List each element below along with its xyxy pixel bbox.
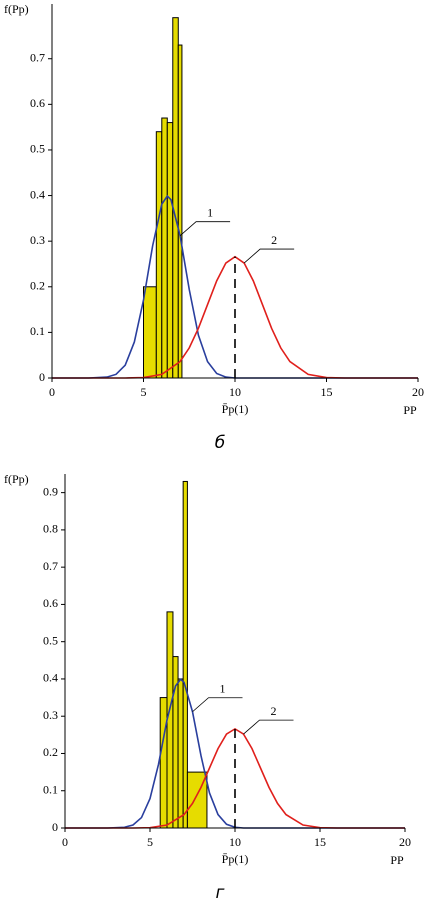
y-tick-label: 0.4 [43, 671, 58, 685]
y-tick-label: 0.5 [30, 142, 45, 156]
panel-caption: б [215, 433, 225, 453]
x-tick-label: 20 [399, 835, 411, 849]
histogram-bar [172, 656, 179, 829]
histogram-bar [172, 17, 179, 379]
histogram-bar [143, 286, 157, 379]
x-tick-label: 0 [49, 385, 55, 399]
y-tick-label: 0 [39, 370, 45, 384]
leader-line [243, 248, 295, 264]
histogram-bar [161, 117, 168, 379]
histogram-bar [177, 678, 184, 829]
x-tick-label: 10 [229, 835, 241, 849]
y-tick-label: 0.9 [43, 484, 58, 498]
x-tick-label: 20 [412, 385, 424, 399]
y-tick-label: 0.4 [30, 187, 45, 201]
x-tick-label: 15 [314, 835, 326, 849]
x-tick-label: 5 [141, 385, 147, 399]
y-axis-label: f(Pp) [4, 2, 29, 16]
leader-line [192, 697, 243, 713]
y-tick-label: 0.5 [43, 633, 58, 647]
histogram-bar [166, 611, 174, 829]
y-tick-label: 0.7 [30, 50, 45, 64]
histogram-bar [177, 44, 183, 379]
density-curve [52, 255, 418, 379]
curve-label: 2 [271, 704, 277, 718]
curve-label: 1 [220, 681, 226, 695]
y-tick-label: 0.6 [43, 596, 58, 610]
x-tick-label: 0 [62, 835, 68, 849]
y-tick-label: 0.1 [43, 782, 58, 796]
y-tick-label: 0.3 [30, 233, 45, 247]
x-axis-label: PP [403, 403, 417, 417]
x-axis-label: PP [390, 853, 404, 867]
density-curve [65, 727, 405, 829]
histogram-bar [166, 122, 174, 379]
density-curve [65, 678, 405, 829]
leader-line [179, 221, 231, 236]
x-tick-label: 10 [229, 385, 241, 399]
y-tick-label: 0.8 [43, 522, 58, 536]
y-tick-label: 0.3 [43, 708, 58, 722]
y-tick-label: 0.2 [43, 745, 58, 759]
histogram-bar [182, 480, 188, 829]
leader-line [243, 719, 294, 735]
y-axis-label: f(Pp) [4, 472, 29, 486]
y-tick-label: 0 [52, 820, 58, 834]
y-tick-label: 0.7 [43, 559, 58, 573]
y-tick-label: 0.2 [30, 279, 45, 293]
curve-label: 2 [271, 233, 277, 247]
y-tick-label: 0.6 [30, 96, 45, 110]
panel-caption: г [216, 883, 225, 903]
x-tick-label: 15 [321, 385, 333, 399]
density-curve [52, 194, 418, 379]
histogram-bar [159, 697, 168, 829]
x-tick-label: 5 [147, 835, 153, 849]
mean-annotation: P̄p(1) [222, 852, 249, 866]
y-tick-label: 0.1 [30, 324, 45, 338]
mean-annotation: P̄p(1) [222, 402, 249, 416]
curve-label: 1 [207, 205, 213, 219]
histogram-bar [155, 131, 163, 379]
